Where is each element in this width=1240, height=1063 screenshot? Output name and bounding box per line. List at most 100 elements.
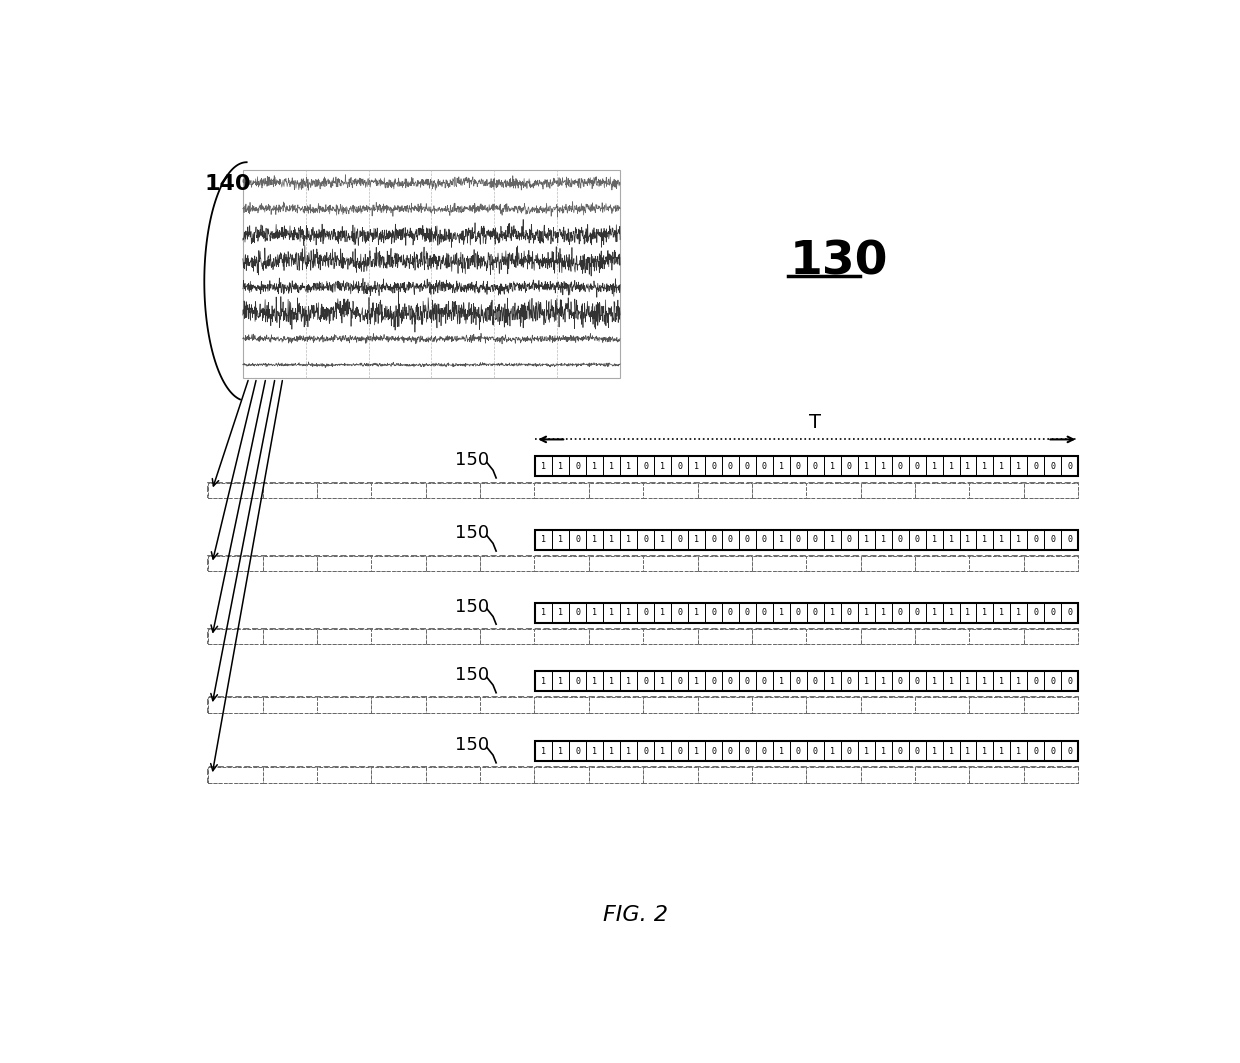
Text: 0: 0 xyxy=(898,608,903,618)
Text: 1: 1 xyxy=(949,535,954,544)
Bar xyxy=(960,741,976,761)
Bar xyxy=(536,741,552,761)
Bar xyxy=(552,603,569,623)
Bar xyxy=(655,456,671,476)
Bar xyxy=(841,671,858,691)
Text: 0: 0 xyxy=(745,608,750,618)
Text: 1: 1 xyxy=(694,608,699,618)
Bar xyxy=(208,767,263,782)
Bar xyxy=(208,629,1079,644)
Bar xyxy=(858,529,874,550)
Bar xyxy=(722,529,739,550)
Text: 1: 1 xyxy=(660,677,665,686)
Bar xyxy=(603,671,620,691)
Text: 1: 1 xyxy=(694,535,699,544)
Text: 1: 1 xyxy=(880,608,885,618)
Bar xyxy=(317,483,371,497)
Text: 0: 0 xyxy=(745,535,750,544)
Bar xyxy=(1024,767,1079,782)
Bar xyxy=(751,767,806,782)
Text: 0: 0 xyxy=(1050,608,1055,618)
Bar xyxy=(756,671,773,691)
Text: 0: 0 xyxy=(745,461,750,471)
Bar xyxy=(637,671,655,691)
Bar xyxy=(569,603,587,623)
Bar xyxy=(1028,741,1044,761)
Bar xyxy=(861,483,915,497)
Bar xyxy=(960,603,976,623)
Bar xyxy=(942,741,960,761)
Bar xyxy=(751,629,806,644)
Bar xyxy=(756,456,773,476)
Bar xyxy=(1044,529,1061,550)
Bar xyxy=(807,603,823,623)
Bar xyxy=(425,483,480,497)
Text: 0: 0 xyxy=(677,535,682,544)
Text: 0: 0 xyxy=(898,747,903,756)
Bar xyxy=(970,629,1024,644)
Bar xyxy=(589,697,644,713)
Bar xyxy=(739,671,756,691)
Bar xyxy=(688,671,706,691)
Text: 1: 1 xyxy=(999,747,1004,756)
Text: 140: 140 xyxy=(205,173,250,193)
Bar xyxy=(698,767,751,782)
Bar xyxy=(756,603,773,623)
Bar xyxy=(722,603,739,623)
Text: 0: 0 xyxy=(1050,747,1055,756)
Bar xyxy=(892,741,909,761)
Text: 0: 0 xyxy=(644,461,649,471)
Bar xyxy=(208,483,1079,497)
Text: 0: 0 xyxy=(711,677,715,686)
Bar xyxy=(263,697,317,713)
Bar xyxy=(425,556,480,571)
Text: 1: 1 xyxy=(830,608,835,618)
Bar xyxy=(569,671,587,691)
Bar xyxy=(892,529,909,550)
Text: 1: 1 xyxy=(864,608,869,618)
Bar xyxy=(925,741,942,761)
Bar xyxy=(790,671,807,691)
Text: 0: 0 xyxy=(575,461,580,471)
Bar xyxy=(807,529,823,550)
Bar xyxy=(970,697,1024,713)
Bar xyxy=(773,741,790,761)
Text: 1: 1 xyxy=(982,608,987,618)
Bar xyxy=(909,603,925,623)
Text: 0: 0 xyxy=(1033,677,1038,686)
Bar xyxy=(589,767,644,782)
Text: 1: 1 xyxy=(880,535,885,544)
Bar xyxy=(892,603,909,623)
Bar xyxy=(637,456,655,476)
Bar xyxy=(671,456,688,476)
Bar xyxy=(722,671,739,691)
Text: 0: 0 xyxy=(898,677,903,686)
Text: 150: 150 xyxy=(455,667,489,684)
Bar xyxy=(552,529,569,550)
Text: 0: 0 xyxy=(812,747,818,756)
Text: 1: 1 xyxy=(593,747,598,756)
Bar xyxy=(756,741,773,761)
Bar xyxy=(371,767,425,782)
Bar xyxy=(806,556,861,571)
Bar xyxy=(603,529,620,550)
Text: 1: 1 xyxy=(626,535,631,544)
Bar xyxy=(371,556,425,571)
Bar xyxy=(892,456,909,476)
Text: 0: 0 xyxy=(728,747,733,756)
Bar xyxy=(751,483,806,497)
Text: 0: 0 xyxy=(915,608,920,618)
Bar xyxy=(773,671,790,691)
Text: 1: 1 xyxy=(609,461,614,471)
Text: 1: 1 xyxy=(660,461,665,471)
Bar xyxy=(371,483,425,497)
Text: 1: 1 xyxy=(830,747,835,756)
Bar xyxy=(823,456,841,476)
Bar xyxy=(861,697,915,713)
Text: 1: 1 xyxy=(779,677,784,686)
Bar xyxy=(1028,456,1044,476)
Bar xyxy=(536,671,1079,691)
Bar xyxy=(688,529,706,550)
Text: 0: 0 xyxy=(745,677,750,686)
Text: 1: 1 xyxy=(593,461,598,471)
